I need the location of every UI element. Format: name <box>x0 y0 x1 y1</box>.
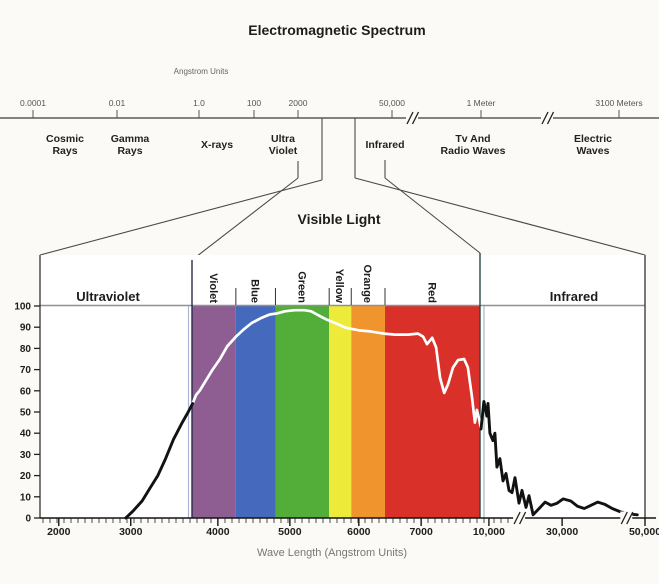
category-label: Rays <box>117 145 142 157</box>
category-label: Gamma <box>111 133 150 145</box>
category-label: Electric <box>574 133 612 145</box>
band-label-red: Red <box>425 282 437 303</box>
band-label-blue: Blue <box>249 279 261 303</box>
y-tick-label: 50 <box>20 408 32 419</box>
top-scale-tick-label: 50,000 <box>379 98 405 108</box>
top-scale-tick-label: 0.01 <box>109 98 126 108</box>
fan-line <box>354 177 646 256</box>
axis-break-slash <box>541 111 549 125</box>
angstrom-units-label: Angstrom Units <box>174 67 229 76</box>
top-scale-tick-label: 3100 Meters <box>595 98 642 108</box>
axis-break-slash <box>406 111 414 125</box>
top-scale-tick-label: 0.0001 <box>20 98 46 108</box>
y-tick-label: 90 <box>20 323 32 334</box>
y-tick-label: 80 <box>20 344 32 355</box>
top-scale-tick-label: 2000 <box>289 98 308 108</box>
band-label-green: Green <box>295 271 307 303</box>
band-label-violet: Violet <box>207 273 219 303</box>
category-label: Tv And <box>455 133 490 145</box>
category-label: Cosmic <box>46 133 84 145</box>
y-tick-label: 30 <box>20 450 32 461</box>
category-label: Violet <box>269 145 298 157</box>
band-label-yellow: Yellow <box>333 269 345 304</box>
axis-break-slash <box>620 511 628 525</box>
axis-break-slash <box>626 511 634 525</box>
fan-line <box>191 177 299 261</box>
x-tick-label: 50,000 <box>629 526 659 538</box>
curve-ultraviolet-segment <box>124 402 195 520</box>
spectrum-band-green <box>275 306 330 518</box>
category-label: Infrared <box>365 139 404 151</box>
axis-break-slash <box>513 511 521 525</box>
y-tick-label: 100 <box>14 302 31 313</box>
sensitivity-chart: Violet Blue Green Yellow Orange Red 0 10 20 30 40 5… <box>14 253 659 538</box>
x-tick-label: 5000 <box>278 526 302 538</box>
axis-break-slash <box>546 111 555 125</box>
curve-visible-segment <box>191 308 483 431</box>
spectrum-band-orange <box>351 306 386 518</box>
category-label: Ultra <box>271 133 295 145</box>
x-tick-label: 2000 <box>47 526 71 538</box>
x-tick-label: 3000 <box>119 526 143 538</box>
axis-break-slash <box>411 111 420 125</box>
visible-light-title: Visible Light <box>298 211 381 227</box>
category-label: Radio Waves <box>441 145 506 157</box>
top-scale-tick-label: 1 Meter <box>467 98 496 108</box>
category-label: Rays <box>52 145 77 157</box>
x-tick-label: 4000 <box>206 526 230 538</box>
fan-line <box>384 177 481 254</box>
curve-infrared-segment <box>479 399 639 517</box>
x-tick-label: 10,000 <box>473 526 505 538</box>
y-tick-label: 40 <box>20 429 32 440</box>
x-tick-label: 30,000 <box>546 526 578 538</box>
category-label: X-rays <box>201 139 233 151</box>
y-tick-label: 20 <box>20 471 32 482</box>
spectrum-band-yellow <box>329 306 352 518</box>
y-tick-label: 70 <box>20 365 32 376</box>
category-label: Waves <box>577 145 610 157</box>
axis-break-slash <box>519 511 527 525</box>
top-scale-tick-label: 100 <box>247 98 261 108</box>
x-axis-title: Wave Length (Angstrom Units) <box>257 547 407 559</box>
region-label-ultraviolet: Ultraviolet <box>76 289 140 304</box>
top-scale: 0.0001 0.01 1.0 100 2000 50,000 1 Meter 3100 Me… <box>0 98 659 157</box>
region-label-infrared: Infrared <box>550 289 598 304</box>
top-scale-tick-label: 1.0 <box>193 98 205 108</box>
fan-line <box>39 179 323 256</box>
spectrum-band-violet <box>191 306 236 518</box>
figure-title: Electromagnetic Spectrum <box>248 22 425 38</box>
spectrum-band-blue <box>235 306 276 518</box>
x-tick-label: 6000 <box>347 526 371 538</box>
x-tick-label: 7000 <box>409 526 433 538</box>
y-tick-label: 60 <box>20 386 32 397</box>
fan-lines <box>39 118 646 261</box>
y-tick-label: 10 <box>20 492 32 503</box>
y-tick-label: 0 <box>25 514 31 525</box>
band-label-orange: Orange <box>361 264 373 303</box>
